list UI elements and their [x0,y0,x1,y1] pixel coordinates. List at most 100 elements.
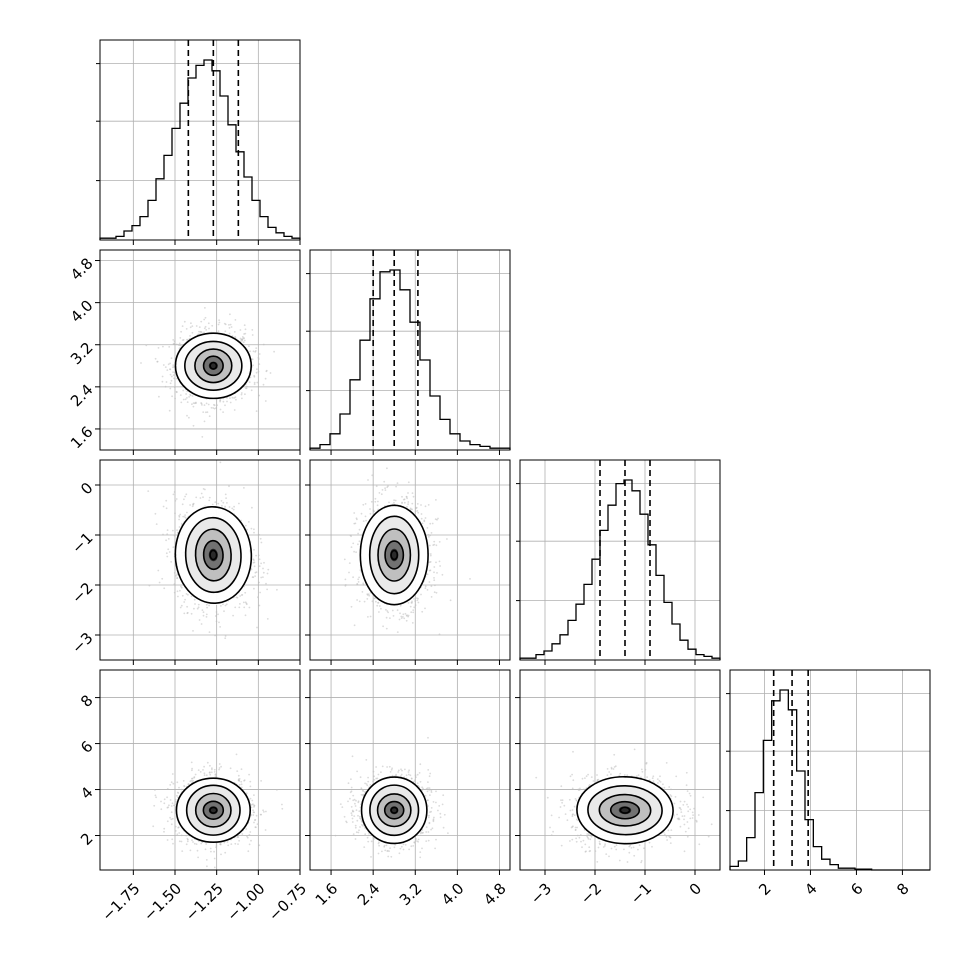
scatter-point [161,375,164,378]
scatter-point [171,773,174,775]
scatter-point [247,521,250,523]
scatter-point [238,783,241,786]
scatter-point [217,323,220,326]
scatter-point [363,600,366,603]
scatter-point [435,561,437,564]
scatter-point [269,372,272,374]
scatter-point [188,396,191,398]
scatter-point [429,522,432,525]
scatter-point [215,620,218,623]
scatter-point [426,589,429,591]
scatter-point [387,611,389,614]
scatter-point [219,461,222,464]
scatter-point [166,529,169,531]
scatter-point [175,574,178,577]
scatter-point [244,601,247,604]
scatter-point [415,506,418,509]
scatter-point [173,572,176,574]
scatter-point [200,402,203,404]
scatter-point [252,350,255,353]
scatter-point [179,513,182,516]
scatter-point [190,595,193,598]
scatter-point [184,598,187,601]
scatter-point [179,606,182,609]
histogram-step-line [729,689,930,871]
scatter-point [217,502,220,505]
scatter-point [353,550,355,553]
scatter-point [348,562,351,564]
scatter-point [385,616,388,619]
scatter-point [240,392,243,394]
scatter-point [396,631,399,633]
scatter-point [196,607,199,610]
scatter-point [179,589,181,592]
scatter-point [219,399,222,402]
scatter-point [373,510,376,513]
scatter-point [438,541,441,543]
scatter-point [193,776,196,779]
scatter-point [384,487,386,490]
scatter-point [385,627,388,630]
scatter-point [154,794,157,797]
scatter-point [165,499,168,502]
scatter-point [169,387,172,390]
scatter-point [173,386,176,389]
scatter-point [411,502,414,505]
scatter-point [409,507,412,510]
scatter-point [186,511,188,514]
scatter-point [214,615,217,617]
scatter-point [429,554,432,557]
scatter-point [253,375,256,378]
scatter-point [157,347,160,349]
scatter-point [252,576,255,579]
scatter-point [409,605,412,608]
scatter-point [202,769,204,771]
scatter-point [238,606,241,609]
scatter-point [178,526,181,528]
scatter-point [180,522,183,525]
scatter-point [206,411,209,414]
scatter-point [170,823,173,826]
scatter-point [186,612,189,615]
scatter-point [427,504,430,506]
scatter-point [165,539,168,542]
scatter-point [174,397,177,400]
scatter-point [260,780,262,782]
scatter-point [224,505,227,508]
scatter-point [154,357,157,360]
scatter-point [190,612,193,615]
scatter-point [178,514,181,517]
contour-line-1 [359,504,429,606]
scatter-point [190,322,192,325]
scatter-point [228,332,231,335]
panel-content [140,307,275,438]
scatter-point [358,600,361,603]
scatter-point [172,529,174,532]
scatter-point [359,569,362,572]
scatter-point [224,330,227,333]
scatter-point [381,489,384,491]
scatter-point [187,593,189,596]
scatter-point [173,377,176,380]
scatter-point [435,544,438,547]
scatter-point [427,534,430,536]
scatter-point [217,330,220,333]
scatter-point [220,853,222,856]
scatter-point [158,581,161,584]
scatter-point [186,840,189,843]
scatter-point [428,581,431,583]
scatter-point [215,611,218,613]
scatter-point [214,775,217,778]
scatter-point [244,328,247,331]
scatter-point [365,519,367,522]
scatter-point [169,373,172,376]
scatter-point [344,585,347,587]
scatter-point [230,326,233,328]
scatter-point [170,805,173,807]
scatter-point [344,578,347,581]
scatter-point [203,318,206,321]
scatter-point [148,584,151,587]
scatter-point [399,612,401,615]
scatter-point [250,806,253,809]
scatter-point [257,554,260,557]
